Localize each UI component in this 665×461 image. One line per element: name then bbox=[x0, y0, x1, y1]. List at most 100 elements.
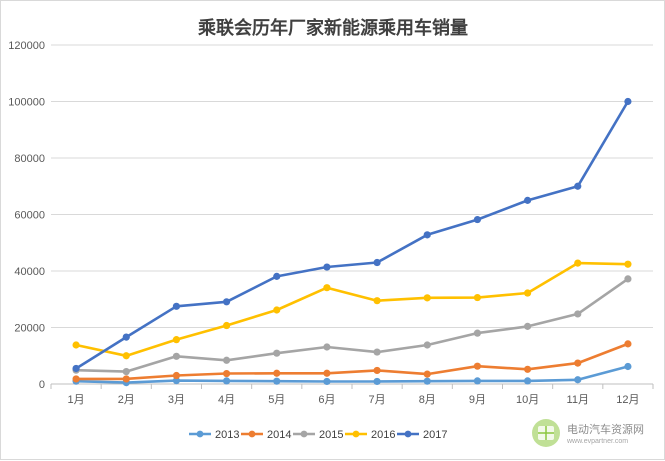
series-line bbox=[75, 261, 628, 358]
data-point bbox=[624, 275, 632, 283]
data-point bbox=[574, 259, 582, 267]
series-line bbox=[76, 365, 629, 384]
data-point bbox=[523, 377, 532, 385]
data-point bbox=[172, 336, 181, 344]
data-point bbox=[423, 341, 431, 349]
y-tick-label: 80000 bbox=[14, 153, 45, 165]
legend-marker bbox=[404, 430, 412, 438]
data-point bbox=[423, 231, 431, 239]
x-tick-label: 3月 bbox=[168, 394, 185, 406]
data-point bbox=[523, 322, 532, 330]
series-2013 bbox=[72, 362, 632, 387]
legend-label: 2017 bbox=[423, 429, 447, 441]
data-point bbox=[122, 333, 130, 341]
data-point bbox=[122, 367, 130, 376]
data-point bbox=[473, 329, 482, 337]
data-point bbox=[373, 258, 381, 267]
data-point bbox=[574, 359, 582, 367]
data-point bbox=[624, 97, 632, 106]
series-line bbox=[76, 277, 629, 373]
data-point bbox=[222, 321, 231, 330]
data-point bbox=[423, 294, 431, 302]
data-point bbox=[122, 352, 130, 360]
legend: 2013 2014 2015 2016 2017 bbox=[189, 429, 447, 441]
legend-label: 2014 bbox=[267, 429, 291, 441]
data-point bbox=[273, 306, 281, 314]
grid bbox=[51, 44, 653, 385]
data-point bbox=[423, 370, 431, 378]
y-tick-label: 20000 bbox=[14, 323, 45, 335]
y-tick-label: 120000 bbox=[8, 40, 45, 52]
watermark-text: 电动汽车资源网 bbox=[567, 422, 644, 436]
data-point bbox=[222, 298, 231, 306]
data-point bbox=[323, 263, 331, 271]
data-point bbox=[574, 310, 582, 318]
x-tick-label: 9月 bbox=[469, 394, 486, 406]
data-point bbox=[373, 366, 381, 375]
series-2015 bbox=[72, 275, 632, 376]
legend-item: 2015 bbox=[293, 429, 343, 441]
legend-label: 2015 bbox=[319, 429, 343, 441]
data-point bbox=[273, 272, 281, 280]
y-tick-label: 100000 bbox=[8, 97, 45, 109]
y-axis-ticks: 0 20000 40000 60000 80000 100000 120000 bbox=[8, 40, 45, 391]
data-point bbox=[373, 377, 381, 386]
data-point bbox=[473, 377, 482, 385]
x-tick-label: 10月 bbox=[516, 394, 539, 406]
data-point bbox=[423, 377, 431, 385]
x-tick-label: 12月 bbox=[616, 394, 639, 406]
watermark: 电动汽车资源网 www.evpartner.com bbox=[532, 419, 644, 447]
data-point bbox=[624, 340, 632, 348]
data-point bbox=[624, 362, 632, 371]
data-point bbox=[323, 377, 331, 386]
legend-marker bbox=[248, 430, 256, 438]
data-point bbox=[172, 302, 181, 310]
leaf-logo-icon bbox=[532, 419, 560, 447]
data-point bbox=[222, 377, 231, 385]
series-line bbox=[75, 100, 630, 370]
x-tick-label: 11月 bbox=[567, 394, 589, 406]
legend-marker bbox=[352, 430, 360, 438]
data-point bbox=[473, 362, 482, 370]
data-point bbox=[574, 182, 582, 190]
data-point bbox=[72, 341, 80, 349]
data-point bbox=[373, 348, 381, 356]
data-point bbox=[523, 365, 532, 373]
data-point bbox=[323, 284, 331, 292]
legend-label: 2016 bbox=[371, 429, 395, 441]
data-point bbox=[273, 369, 281, 377]
legend-item: 2017 bbox=[397, 429, 447, 441]
data-point bbox=[172, 352, 181, 360]
data-point bbox=[273, 377, 281, 385]
series-2017 bbox=[72, 97, 632, 373]
x-tick-label: 2月 bbox=[118, 394, 135, 406]
legend-item: 2014 bbox=[241, 429, 291, 441]
y-tick-label: 0 bbox=[39, 379, 45, 391]
data-point bbox=[624, 260, 632, 268]
legend-item: 2016 bbox=[345, 429, 395, 441]
data-point bbox=[574, 376, 582, 384]
data-point bbox=[473, 215, 482, 224]
x-tick-label: 1月 bbox=[68, 394, 85, 406]
y-tick-label: 40000 bbox=[14, 266, 45, 278]
data-point bbox=[122, 375, 130, 383]
data-point bbox=[323, 369, 331, 377]
series-line bbox=[76, 342, 629, 381]
data-point bbox=[172, 371, 181, 380]
data-point bbox=[323, 343, 331, 351]
data-point bbox=[222, 356, 231, 364]
x-tick-label: 4月 bbox=[218, 394, 235, 406]
data-point bbox=[172, 377, 181, 385]
legend-marker bbox=[300, 430, 308, 438]
watermark-url: www.evpartner.com bbox=[566, 438, 628, 445]
data-point bbox=[373, 297, 381, 305]
legend-item: 2013 bbox=[189, 429, 239, 441]
chart-title: 乘联会历年厂家新能源乘用车销量 bbox=[197, 17, 468, 39]
series-2016 bbox=[72, 259, 632, 360]
data-point bbox=[523, 196, 532, 204]
series-2014 bbox=[72, 340, 632, 383]
legend-label: 2013 bbox=[215, 429, 239, 441]
data-point bbox=[222, 369, 231, 378]
data-point bbox=[473, 293, 482, 302]
